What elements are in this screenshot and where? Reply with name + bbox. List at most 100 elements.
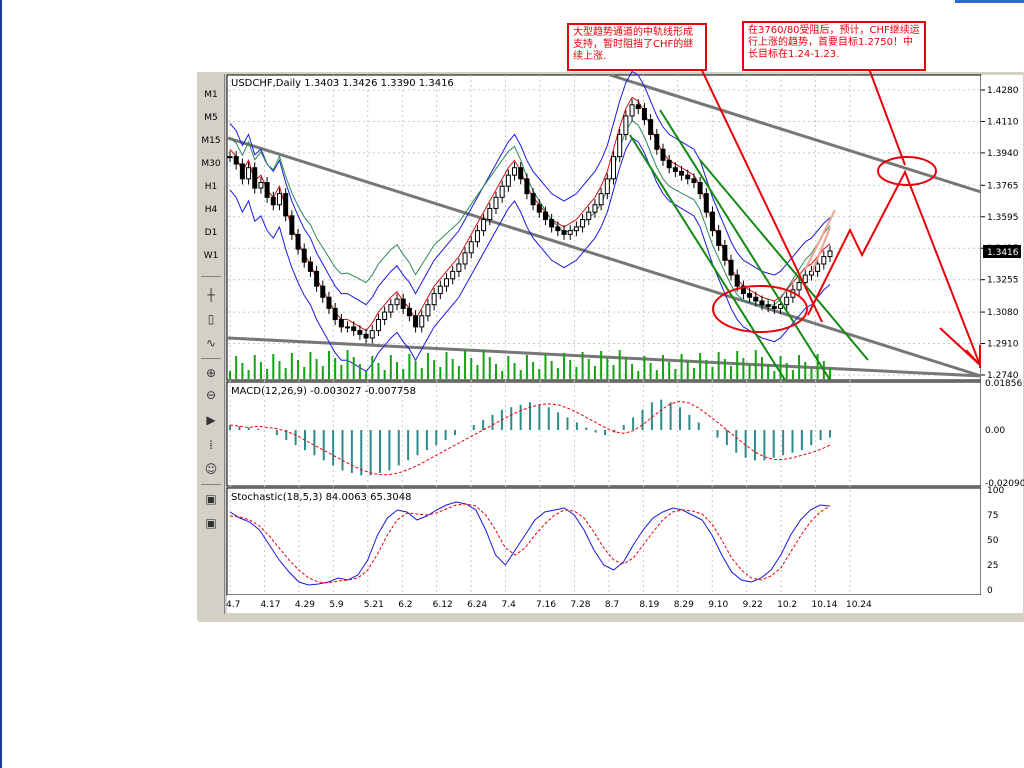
- candle-body: [604, 178, 610, 195]
- candle-body: [512, 167, 518, 176]
- volume-bar: [259, 362, 262, 379]
- window-accent: [955, 0, 1024, 3]
- symbol-label: USDCHF,Daily: [231, 78, 301, 89]
- candle-body: [759, 300, 765, 306]
- candle-body: [363, 333, 369, 339]
- candle-body: [555, 226, 561, 232]
- stochastic-value-1: 84.0063: [326, 492, 367, 503]
- tf-m5-button[interactable]: M5: [204, 113, 218, 123]
- candle-body: [623, 115, 629, 135]
- candle-body: [679, 170, 685, 176]
- crosshair-icon[interactable]: ┼: [207, 288, 215, 302]
- tf-m30-button[interactable]: M30: [201, 159, 221, 169]
- tf-w1-button[interactable]: W1: [203, 251, 219, 261]
- stochastic-tick-label: 25: [987, 561, 998, 571]
- volume-bar: [334, 358, 337, 379]
- volume-bar: [742, 358, 745, 379]
- date-tick-label: 4.17: [260, 600, 280, 610]
- volume-bar: [618, 350, 621, 379]
- candle-body: [691, 178, 697, 184]
- date-tick-label: 8.19: [639, 600, 659, 610]
- candle-body: [431, 293, 437, 306]
- date-tick-label: 6.2: [398, 600, 412, 610]
- volume-bar: [297, 360, 300, 379]
- volume-bars: [229, 350, 831, 379]
- zoom-in-icon[interactable]: ⊕: [205, 366, 217, 380]
- date-tick-label: 8.29: [674, 600, 694, 610]
- volume-bar: [445, 352, 448, 379]
- volume-bar: [315, 359, 318, 379]
- volume-bar: [383, 370, 386, 379]
- line-icon[interactable]: ∿: [205, 336, 217, 350]
- volume-bar: [507, 356, 510, 379]
- volume-bar: [229, 371, 231, 379]
- autoscroll-icon[interactable]: ▶: [206, 413, 216, 427]
- indicators-icon[interactable]: ⁞: [209, 438, 213, 452]
- annotation-left: 大型趋势通道的中轨线形成支持，暂时阻挡了CHF的继续上涨.: [567, 23, 707, 71]
- candle-body: [252, 167, 258, 189]
- candle-body: [462, 252, 468, 265]
- candle-body: [227, 156, 233, 159]
- candle-body: [815, 263, 821, 272]
- candle-body: [270, 196, 276, 206]
- price-tick-label: 1.4110: [987, 117, 1019, 127]
- experts-icon[interactable]: ☺: [204, 462, 218, 476]
- date-tick-label: 10.2: [777, 600, 797, 610]
- candle-body: [747, 293, 753, 298]
- volume-bar: [464, 351, 467, 379]
- candle-body: [258, 182, 264, 189]
- volume-bar: [501, 371, 504, 379]
- tf-d1-button[interactable]: D1: [204, 228, 218, 238]
- grid: [228, 75, 980, 595]
- candle-body: [740, 285, 746, 295]
- candle-body: [586, 211, 592, 221]
- volume-bar: [352, 357, 355, 379]
- macd-tick-label: -0.02090: [985, 479, 1024, 489]
- annotation-right: 在3760/80受阻后，预计，CHF继续运行上涨的趋势，首要目标1.2750！中…: [742, 21, 926, 71]
- tf-h1-button[interactable]: H1: [204, 182, 218, 192]
- candle-body: [784, 296, 790, 306]
- window-icon[interactable]: ▣: [205, 516, 217, 530]
- candle-body: [239, 163, 245, 180]
- volume-bar: [674, 369, 677, 379]
- tf-m1-button[interactable]: M1: [204, 90, 218, 100]
- tf-m15-button[interactable]: M15: [201, 136, 221, 146]
- svg-text:MACD(12,26,9) -0.003027 -0.007: MACD(12,26,9) -0.003027 -0.007758: [231, 386, 416, 397]
- volume-bar: [637, 371, 640, 379]
- candle-body: [709, 211, 715, 232]
- candle-body: [753, 296, 759, 302]
- volume-bar: [433, 360, 436, 379]
- candlestick-icon[interactable]: ▯: [207, 312, 215, 326]
- candle-body: [765, 304, 771, 308]
- volume-bar: [303, 367, 306, 379]
- candle-body: [326, 296, 332, 309]
- candle-body: [561, 230, 567, 235]
- volume-bar: [754, 350, 757, 379]
- candle-body: [295, 233, 301, 250]
- candle-body: [246, 167, 252, 180]
- zoom-out-icon[interactable]: ⊖: [205, 388, 217, 402]
- volume-bar: [451, 359, 454, 379]
- volume-bar: [600, 351, 603, 379]
- candle-body: [357, 330, 363, 335]
- scrollbar-strip[interactable]: [198, 614, 1024, 622]
- candle-body: [345, 326, 351, 329]
- candle-body: [598, 193, 604, 206]
- volume-bar: [290, 353, 293, 379]
- date-tick-label: 4.29: [295, 600, 315, 610]
- date-ticks: 4.7 4.17 4.29 5.9 5.21 6.2 6.12 6.24 7.4 7.16 7.28…: [226, 600, 872, 610]
- volume-bar: [593, 366, 596, 379]
- candle-body: [672, 167, 678, 172]
- current-price-tag: [983, 245, 1021, 258]
- volume-bar: [340, 365, 343, 379]
- tf-h4-button[interactable]: H4: [204, 205, 218, 215]
- candle-body: [827, 250, 833, 258]
- window-icon[interactable]: ▣: [205, 492, 217, 506]
- volume-bar: [569, 360, 572, 379]
- candle-body: [332, 307, 338, 320]
- volume-bar: [494, 364, 497, 379]
- volume-bar: [649, 363, 652, 379]
- macd-label: MACD(12,26,9): [231, 386, 307, 397]
- volume-bar: [816, 354, 819, 379]
